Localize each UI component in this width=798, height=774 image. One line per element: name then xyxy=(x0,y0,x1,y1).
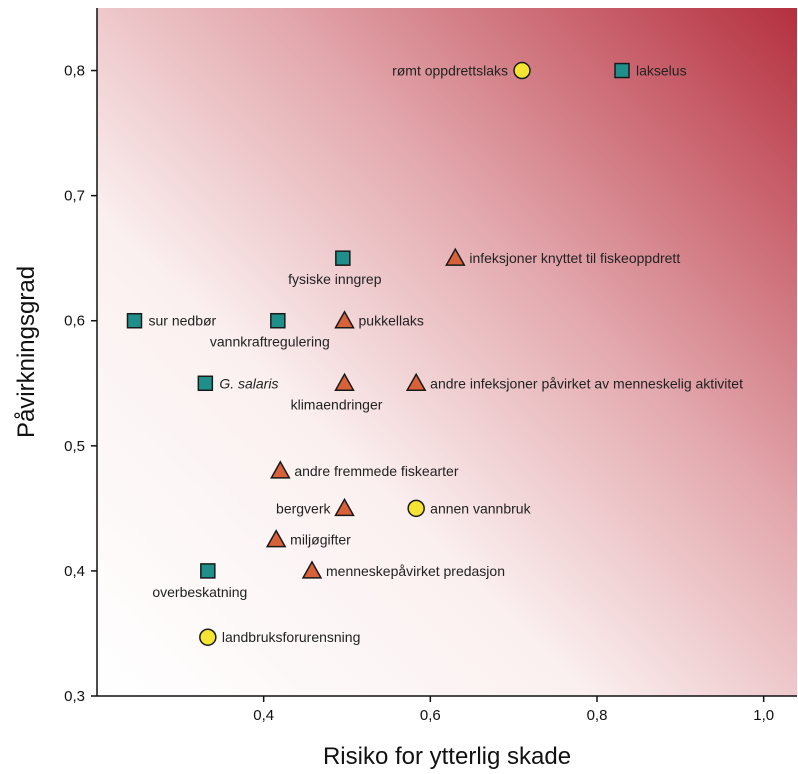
triangle-marker xyxy=(405,372,427,392)
triangle-marker xyxy=(334,497,355,517)
square-marker xyxy=(270,312,286,329)
y-tick-label: 0,3 xyxy=(64,688,85,705)
circle-marker xyxy=(199,628,217,646)
triangle-marker xyxy=(334,372,355,392)
data-point: overbeskatning xyxy=(152,563,247,600)
point-label: pukkellaks xyxy=(359,313,424,329)
data-point: infeksjoner knyttet til fiskeoppdrett xyxy=(445,247,680,266)
triangle-marker xyxy=(265,529,287,548)
triangle-marker xyxy=(445,247,466,266)
square-marker xyxy=(614,62,630,79)
x-tick-label: 0,4 xyxy=(253,707,274,724)
point-label: vannkraftregulering xyxy=(210,334,330,350)
data-point: vannkraftregulering xyxy=(210,312,330,350)
square-marker xyxy=(200,563,216,579)
point-label: overbeskatning xyxy=(152,584,247,600)
x-axis-title: Risiko for ytterlig skade xyxy=(323,743,571,770)
data-point: andre fremmede fiskearter xyxy=(270,460,459,479)
data-point: fysiske inngrep xyxy=(288,250,382,287)
x-tick-label: 0,8 xyxy=(587,707,608,724)
point-label: fysiske inngrep xyxy=(288,271,382,287)
point-label: lakselus xyxy=(636,63,687,79)
square-marker xyxy=(197,375,214,392)
plot-area xyxy=(97,8,797,696)
square-marker xyxy=(335,250,351,266)
y-axis-title: Påvirkningsgrad xyxy=(13,266,40,438)
point-label: bergverk xyxy=(276,500,331,516)
y-tick-label: 0,5 xyxy=(64,438,85,455)
x-tick-label: 0,6 xyxy=(420,707,441,724)
data-point: rømt oppdrettslaks xyxy=(392,61,531,80)
triangle-marker xyxy=(301,560,323,579)
tick-labels: 0,3 0,4 0,5 0,6 0,7 0,8 0,4 0,6 0,8 1,0 xyxy=(64,63,774,724)
data-point: sur nedbør xyxy=(126,312,217,329)
point-label: menneskepåvirket predasjon xyxy=(326,563,505,579)
square-marker xyxy=(126,312,143,329)
y-tick-label: 0,7 xyxy=(64,188,85,205)
data-point: lakselus xyxy=(614,62,687,79)
circle-marker xyxy=(407,499,425,518)
data-point: andre infeksjoner påvirket av menneskeli… xyxy=(405,372,743,392)
y-tick-label: 0,4 xyxy=(64,563,85,580)
data-point: menneskepåvirket predasjon xyxy=(301,560,505,579)
data-point: G. salaris xyxy=(197,375,278,392)
data-point: miljøgifter xyxy=(265,529,351,548)
point-label: sur nedbør xyxy=(149,313,217,329)
point-label: miljøgifter xyxy=(290,532,351,548)
data-point: bergverk xyxy=(276,497,355,517)
point-label: landbruksforurensning xyxy=(222,629,361,645)
y-tick-label: 0,8 xyxy=(64,63,85,80)
point-label: annen vannbruk xyxy=(430,500,531,516)
data-point: annen vannbruk xyxy=(407,499,532,518)
x-tick-label: 1,0 xyxy=(753,707,774,724)
point-label: andre fremmede fiskearter xyxy=(294,463,459,479)
data-point: landbruksforurensning xyxy=(199,628,361,646)
point-label: klimaendringer xyxy=(291,396,383,412)
data-points: rømt oppdrettslaks lakselus fysiske inngre… xyxy=(126,61,743,646)
triangle-marker xyxy=(334,310,355,329)
y-tick-label: 0,6 xyxy=(64,313,85,330)
data-point: pukkellaks xyxy=(334,310,424,329)
axes xyxy=(91,8,797,702)
point-label: G. salaris xyxy=(219,375,278,391)
data-point: klimaendringer xyxy=(291,372,383,412)
triangle-marker xyxy=(270,460,291,479)
point-label: rømt oppdrettslaks xyxy=(392,63,508,79)
point-label: infeksjoner knyttet til fiskeoppdrett xyxy=(469,250,680,266)
point-label: andre infeksjoner påvirket av menneskeli… xyxy=(430,375,743,391)
circle-marker xyxy=(513,61,531,80)
